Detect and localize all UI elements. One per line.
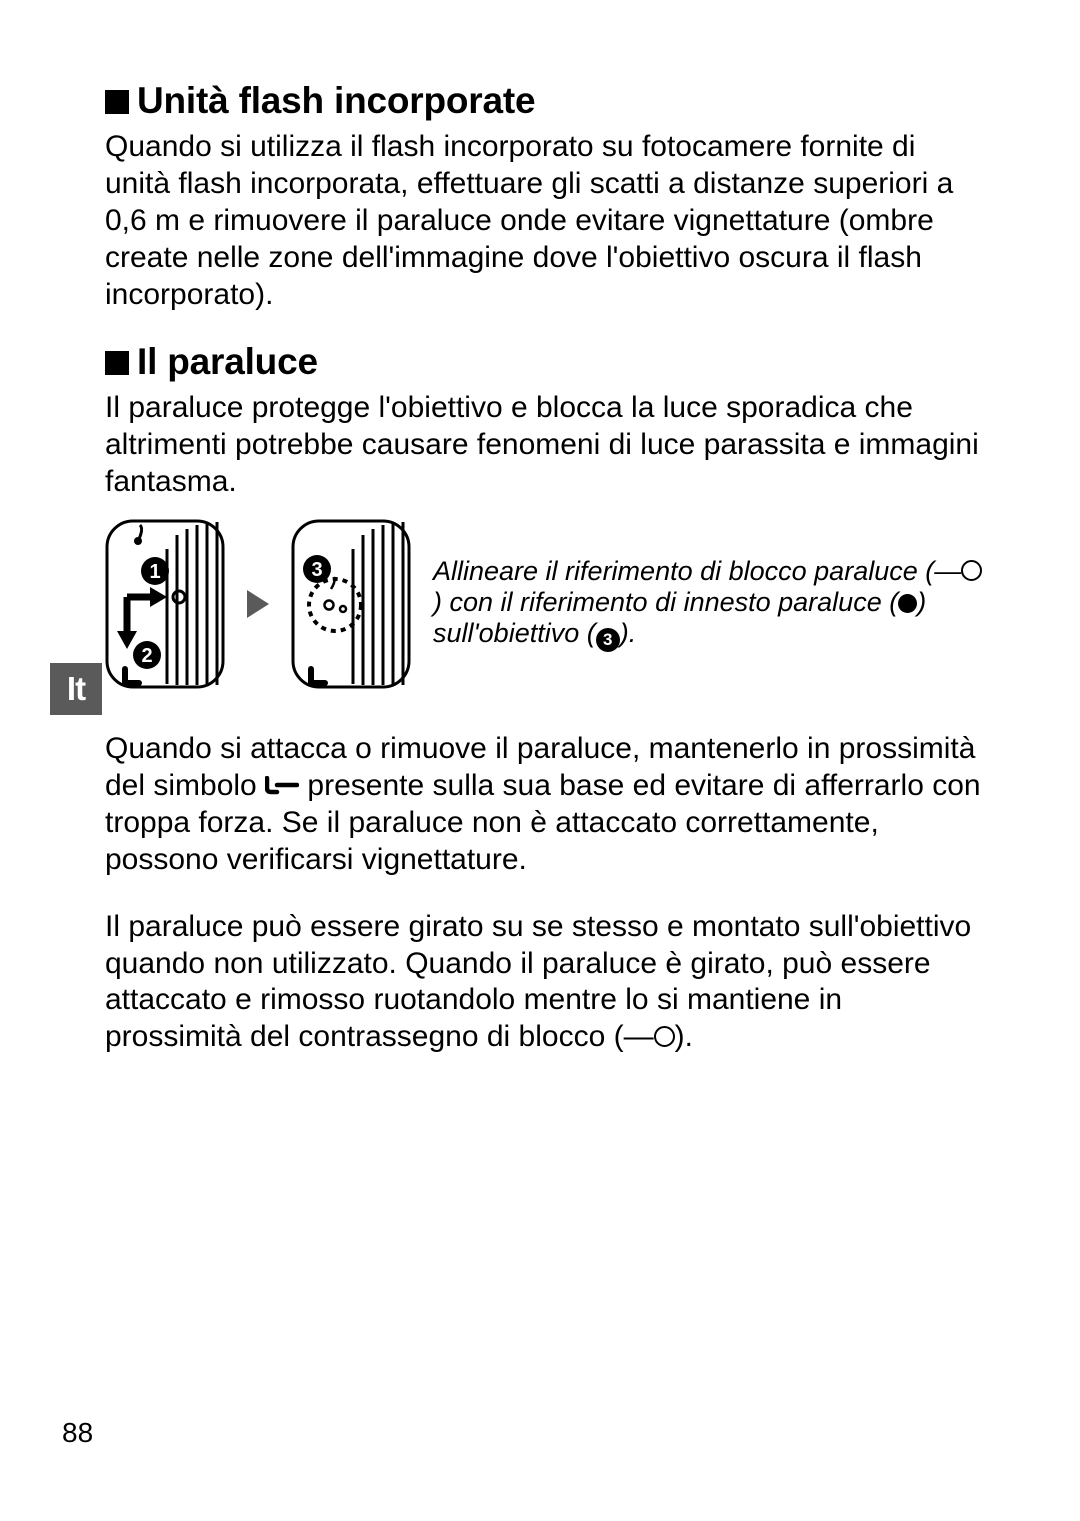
lens-diagram-2: 3 [291,519,411,689]
language-tab: It [50,663,102,715]
page-number: 88 [62,1417,93,1449]
manual-page: It Unità flash incorporate Quando si uti… [0,0,1080,1521]
para-attach: Quando si attacca o rimuove il paraluce,… [105,731,985,879]
para-reverse: Il paraluce può essere girato su se stes… [105,909,985,1057]
diagram-caption: Allineare il riferimento di blocco paral… [433,556,985,652]
cap-b: ) con il riferimento di innesto paraluce… [433,587,898,617]
ring-icon [961,560,982,581]
heading-flash-text: Unità flash incorporate [137,82,535,119]
svg-text:3: 3 [311,559,322,581]
heading-flash: Unità flash incorporate [105,82,985,119]
ring-icon [654,1026,675,1047]
lens-diagram-1: 1 2 [105,519,225,689]
para-flash: Quando si utilizza il flash incorporato … [105,129,985,313]
arrow-right-icon [247,590,269,618]
diagram-row: 1 2 [105,519,985,689]
p3b: ). [675,1020,693,1053]
grip-symbol-icon [265,776,299,798]
p3a: Il paraluce può essere girato su se stes… [105,910,971,1054]
dot-icon [898,594,917,613]
bullet-square-icon [105,351,129,375]
cap-a: Allineare il riferimento di blocco paral… [433,556,961,586]
badge-3-inline: 3 [596,628,620,652]
heading-paraluce-text: Il paraluce [137,343,318,380]
bullet-square-icon [105,90,129,114]
para-paraluce-intro: Il paraluce protegge l'obiettivo e blocc… [105,390,985,501]
cap-d: ). [620,618,637,648]
svg-text:1: 1 [149,561,160,583]
content-column: Unità flash incorporate Quando si utiliz… [105,82,985,1086]
heading-paraluce: Il paraluce [105,343,985,380]
svg-text:2: 2 [141,645,152,667]
